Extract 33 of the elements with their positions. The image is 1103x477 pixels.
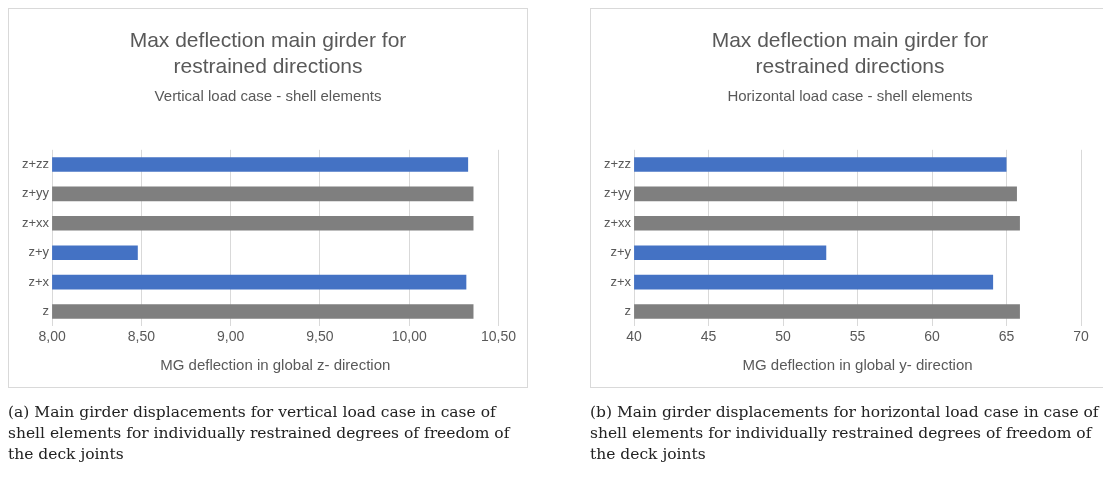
text: (b) Main girder displacements for horizontal load case in case of shell elements for individually restrained degrees of freedom of the deck joints bbox=[590, 402, 1101, 465]
y-tick-label: z+x bbox=[28, 273, 50, 289]
x-tick-label: 9,50 bbox=[306, 328, 334, 345]
x-tick-label: 40 bbox=[626, 328, 643, 345]
y-tick-label: z+zz bbox=[604, 156, 632, 172]
x-tick-label: 50 bbox=[775, 328, 792, 345]
text: (a) Main girder displacements for vertical load case in case of shell elements for individually restrained degrees of freedom of the deck joints bbox=[8, 402, 512, 465]
y-tick-label: z+xx bbox=[22, 214, 50, 230]
y-tick-label: z+zz bbox=[22, 156, 50, 172]
x-axis-title: MG deflection in global y- direction bbox=[742, 356, 973, 374]
y-tick-label: z+x bbox=[610, 273, 632, 289]
y-tick-label: z bbox=[624, 303, 632, 319]
x-tick-label: 70 bbox=[1073, 328, 1089, 345]
x-tick-label: 10,50 bbox=[480, 328, 517, 345]
y-tick-label: z+y bbox=[28, 244, 50, 260]
x-tick-label: 8,00 bbox=[38, 328, 66, 345]
x-tick-label: 9,00 bbox=[217, 328, 245, 345]
chart-title: Max deflection main girder for restrained directions bbox=[128, 27, 408, 79]
chart-subtitle: Horizontal load case - shell elements bbox=[726, 87, 974, 104]
y-tick-label: z+y bbox=[610, 244, 632, 260]
x-axis-title: MG deflection in global z- direction bbox=[160, 356, 391, 374]
chart-subtitle: Vertical load case - shell elements bbox=[153, 87, 383, 104]
chart-title: Max deflection main girder for restrained directions bbox=[710, 27, 990, 79]
x-tick-label: 10,00 bbox=[391, 328, 427, 345]
y-tick-label: z bbox=[42, 303, 50, 319]
x-tick-label: 55 bbox=[849, 328, 866, 345]
x-tick-label: 60 bbox=[924, 328, 941, 345]
y-tick-label: z+yy bbox=[604, 185, 632, 201]
y-tick-label: z+yy bbox=[22, 185, 50, 201]
y-tick-label: z+xx bbox=[604, 214, 632, 230]
x-tick-label: 45 bbox=[700, 328, 717, 345]
x-tick-label: 8,50 bbox=[127, 328, 156, 345]
x-tick-label: 65 bbox=[998, 328, 1015, 345]
